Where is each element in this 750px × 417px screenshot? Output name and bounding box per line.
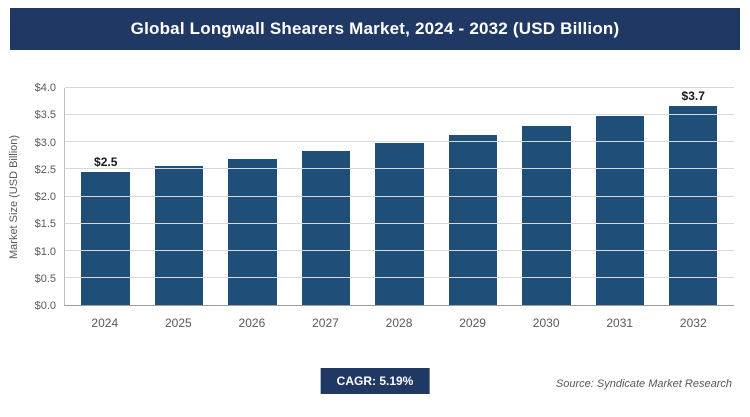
y-tick-label: $4.0 [34,82,56,94]
gridline [65,249,734,251]
bar-cell [289,88,362,305]
y-tick-label: $0.5 [34,272,56,285]
bar-cell [510,88,583,305]
bar [668,106,718,305]
y-axis-ticks: $0.0 $0.5 $1.0 $1.5 $2.0 $2.5 $3.0 $3.5 $4.0 [26,82,60,312]
source-text: Source: Syndicate Market Research [555,378,732,390]
x-axis-label: 2024 [91,316,119,330]
x-axis-label: 2025 [164,316,192,330]
x-axis-label: 2029 [459,316,486,330]
y-tick-label: $2.0 [34,191,56,203]
x-axis-label: 2032 [679,316,707,330]
x-axis-label: 2026 [238,316,266,330]
chart: Market Size (USD Billion) $0.0 $0.5 $1.0 $1… [0,82,750,340]
y-tick-label: $3.0 [34,136,56,149]
bar-cell [583,88,656,305]
bar [522,125,571,305]
x-axis-label: 2027 [312,316,339,330]
y-tick-label: $0.0 [34,300,56,312]
bar [301,150,351,305]
y-tick-label: $1.0 [34,245,56,258]
bar-cell [216,88,289,305]
bar [81,172,130,305]
bars-row: $2.5 $3.7 [65,88,734,305]
bar [375,142,424,305]
bar [448,134,498,305]
x-axis-label: 2031 [606,316,634,330]
gridline [65,114,734,116]
bar-cell [436,88,509,305]
gridline [65,168,734,170]
y-tick-label: $1.5 [34,218,56,231]
bar-value-label: $2.5 [94,155,118,170]
bar [228,158,277,305]
gridline [65,141,734,143]
chart-footer: CAGR: 5.19% Source: Syndicate Market Res… [0,368,750,398]
bar-cell [363,88,436,305]
bar-cell: $2.5 [69,88,142,305]
x-axis-labels: 2024 2025 2026 2027 2028 2029 2030 2031 2032 [64,308,734,330]
bar-value-label: $3.7 [681,89,705,104]
page-title: Global Longwall Shearers Market, 2024 - … [130,19,620,38]
x-axis-label: 2028 [385,316,413,330]
bar-cell: $3.7 [657,88,730,305]
cagr-badge: CAGR: 5.19% [320,368,430,394]
gridline [65,276,734,278]
bar [595,116,645,305]
bar-cell [142,88,215,305]
gridline [65,87,734,88]
y-axis-title: Market Size (USD Billion) [8,134,20,260]
gridline [65,195,734,197]
chart-title-banner: Global Longwall Shearers Market, 2024 - … [10,8,740,50]
gridline [65,222,734,224]
bar [154,165,204,305]
plot-area: $2.5 $3.7 [64,87,734,306]
y-tick-label: $2.5 [34,163,56,176]
x-axis-label: 2030 [532,316,560,330]
y-tick-label: $3.5 [34,109,56,122]
